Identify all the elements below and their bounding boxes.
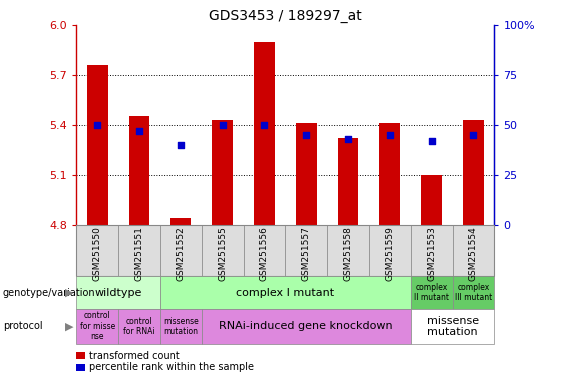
Bar [463, 120, 484, 225]
Bar [129, 116, 149, 225]
Text: RNAi-induced gene knockdown: RNAi-induced gene knockdown [219, 321, 393, 331]
Point [260, 122, 269, 128]
Bar [380, 123, 400, 225]
Text: ▶: ▶ [65, 321, 73, 331]
Text: complex
II mutant: complex II mutant [414, 283, 449, 303]
Text: GSM251554: GSM251554 [469, 227, 478, 281]
Text: GSM251555: GSM251555 [218, 227, 227, 281]
Point [385, 132, 394, 138]
Bar [421, 175, 442, 225]
Text: GSM251557: GSM251557 [302, 227, 311, 281]
Text: genotype/variation: genotype/variation [3, 288, 95, 298]
Text: control
for misse
nse: control for misse nse [80, 311, 115, 341]
Text: missense
mutation: missense mutation [163, 317, 199, 336]
Text: control
for RNAi: control for RNAi [123, 317, 155, 336]
Text: transformed count: transformed count [89, 351, 180, 361]
Point [176, 142, 185, 148]
Point [134, 128, 144, 134]
Bar [171, 218, 191, 225]
Text: percentile rank within the sample: percentile rank within the sample [89, 362, 254, 372]
Bar [87, 65, 107, 225]
Text: GSM251558: GSM251558 [344, 227, 353, 281]
Point [93, 122, 102, 128]
Text: GSM251552: GSM251552 [176, 227, 185, 281]
Text: complex I mutant: complex I mutant [236, 288, 334, 298]
Text: GSM251559: GSM251559 [385, 227, 394, 281]
Bar [296, 123, 316, 225]
Text: ▶: ▶ [65, 288, 73, 298]
Point [302, 132, 311, 138]
Bar [338, 138, 359, 225]
Text: complex
III mutant: complex III mutant [455, 283, 492, 303]
Title: GDS3453 / 189297_at: GDS3453 / 189297_at [209, 8, 362, 23]
Point [218, 122, 227, 128]
Bar [254, 41, 275, 225]
Bar [212, 120, 233, 225]
Point [344, 136, 353, 142]
Point [427, 138, 436, 144]
Text: wildtype: wildtype [94, 288, 142, 298]
Text: GSM251553: GSM251553 [427, 227, 436, 281]
Text: GSM251556: GSM251556 [260, 227, 269, 281]
Text: missense
mutation: missense mutation [427, 316, 479, 337]
Text: GSM251550: GSM251550 [93, 227, 102, 281]
Text: GSM251551: GSM251551 [134, 227, 144, 281]
Point [469, 132, 478, 138]
Text: protocol: protocol [3, 321, 42, 331]
